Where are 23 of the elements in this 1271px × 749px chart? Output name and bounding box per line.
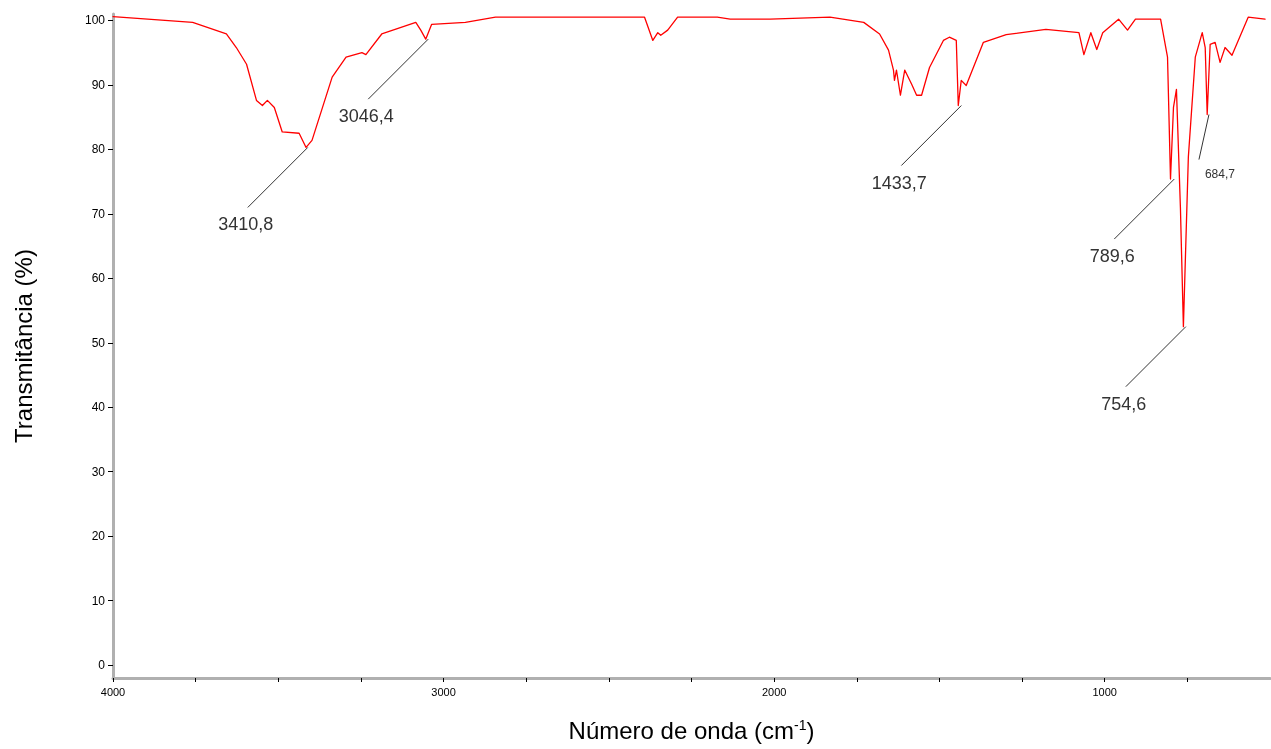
y-tick-label: 0 [98,658,106,673]
annotation: 1433,7 [871,172,927,193]
annotation: 3410,8 [218,214,274,235]
y-tick-label: 30 [91,464,106,479]
annotation: 684,7 [1204,166,1236,181]
y-tick-label: 100 [84,13,106,28]
y-tick-label: 90 [91,77,106,92]
annotation: 3046,4 [338,106,394,127]
y-tick-label: 40 [91,400,106,415]
y-tick-label: 70 [91,206,106,221]
y-tick-label: 20 [91,529,106,544]
x-tick-label: 4000 [100,685,126,698]
x-tick-label: 3000 [431,685,456,698]
y-tick-label: 60 [91,271,106,286]
annotation: 754,6 [1101,393,1147,414]
y-tick-label: 80 [91,142,106,157]
y-tick-label: 50 [91,335,106,350]
line-series [112,15,1266,328]
x-tick-label: 1000 [1092,685,1117,698]
y-tick-label: 10 [91,593,106,608]
x-tick-label: 2000 [761,685,787,698]
annotation: 789,6 [1089,246,1135,267]
y-axis-title: Transmitância (%) [9,249,37,443]
